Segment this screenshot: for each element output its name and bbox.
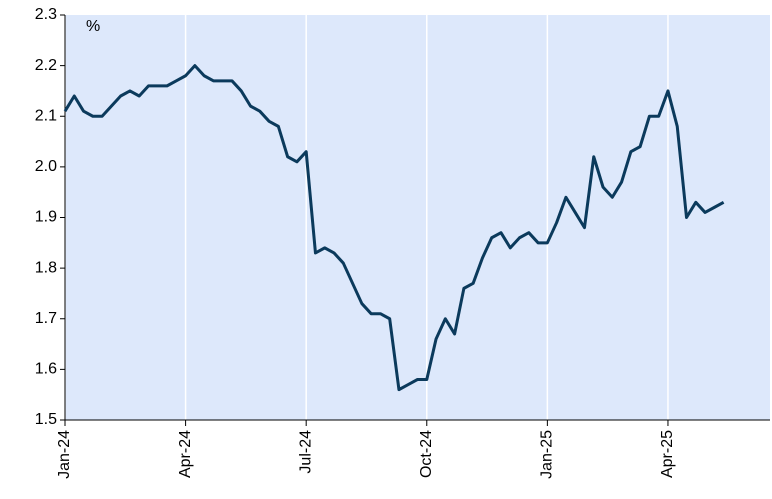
y-tick-label: 1.5	[35, 411, 57, 428]
plot-area	[65, 15, 770, 420]
y-unit-label: %	[86, 18, 100, 35]
x-tick-label: Apr-24	[177, 430, 194, 478]
y-tick-label: 1.6	[35, 361, 57, 378]
line-series	[63, 64, 725, 392]
y-tick-label: 1.8	[35, 259, 57, 276]
x-tick-label: Jan-24	[56, 430, 73, 479]
y-tick-label: 2.3	[35, 6, 57, 23]
x-tick-label: Oct-24	[418, 430, 435, 478]
y-tick-label: 2.0	[35, 158, 57, 175]
y-tick-label: 2.1	[35, 107, 57, 124]
x-tick-label: Apr-25	[659, 430, 676, 478]
x-tick-label: Jan-25	[539, 430, 556, 479]
x-tick-label: Jul-24	[297, 430, 314, 474]
y-tick-label: 2.2	[35, 57, 57, 74]
y-tick-label: 1.9	[35, 209, 57, 226]
y-tick-label: 1.7	[35, 310, 57, 327]
